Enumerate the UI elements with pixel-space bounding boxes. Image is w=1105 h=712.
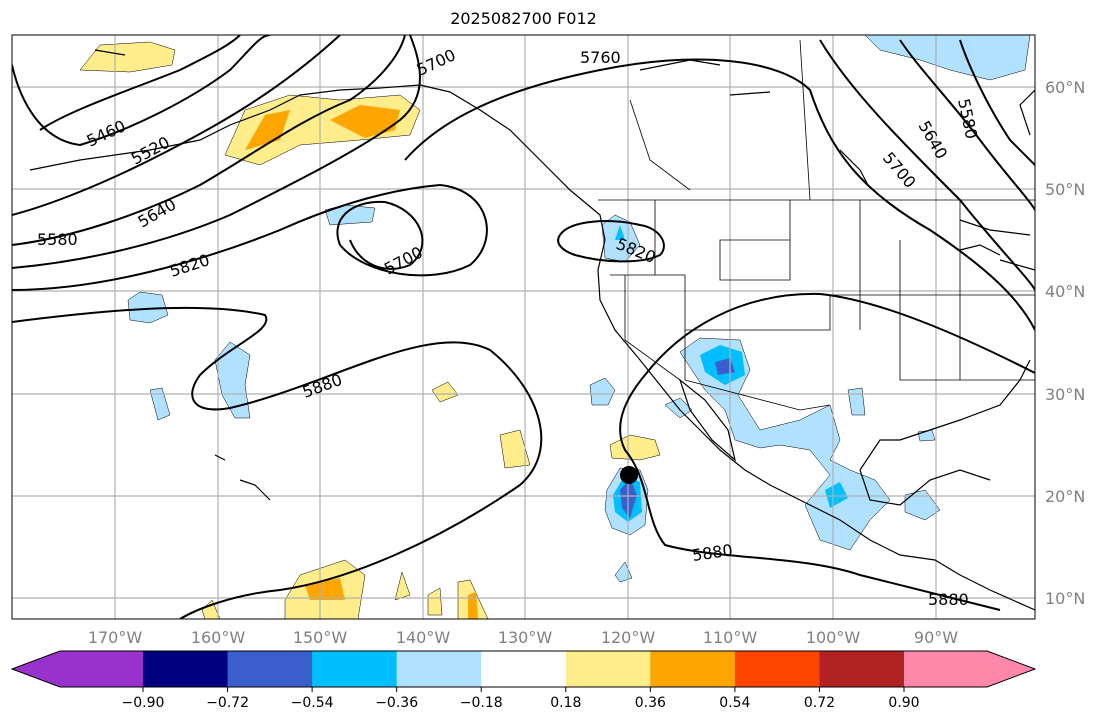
contour-label: 5700 — [414, 45, 459, 79]
lon-label: 150°W — [293, 628, 348, 647]
lon-label: 170°W — [88, 628, 143, 647]
colorbar-tick-label: 0.36 — [635, 695, 666, 711]
colorbar-segment — [227, 651, 313, 687]
contour-label: 5640 — [915, 118, 952, 163]
lat-label: 60°N — [1045, 78, 1085, 97]
lon-label: 140°W — [396, 628, 451, 647]
location-marker — [620, 466, 638, 484]
longitude-labels: 170°W 160°W 150°W 140°W 130°W 120°W 110°… — [88, 628, 958, 647]
precip-fills — [79, 35, 1031, 619]
lat-label: 50°N — [1045, 180, 1085, 199]
colorbar-segment — [12, 651, 143, 687]
colorbar-segment — [904, 651, 1035, 687]
lon-label: 110°W — [703, 628, 758, 647]
contour-label: 5700 — [381, 243, 426, 279]
lon-label: 120°W — [601, 628, 656, 647]
colorbar-segment — [650, 651, 736, 687]
colorbar-tick-label: −0.18 — [460, 695, 503, 711]
colorbar: −0.90 −0.72 −0.54 −0.36 −0.18 0.18 0.36 0.54 0.7… — [10, 650, 1037, 711]
colorbar-segment — [565, 651, 651, 687]
colorbar-tick-label: −0.72 — [206, 695, 249, 711]
contour-label: 5700 — [879, 148, 920, 191]
colorbar-segment — [734, 651, 820, 687]
lat-label: 30°N — [1045, 385, 1085, 404]
colorbar-tick-label: 0.18 — [550, 695, 581, 711]
colorbar-segment — [396, 651, 482, 687]
height-contours — [12, 35, 1035, 619]
lat-label: 40°N — [1045, 282, 1085, 301]
colorbar-segment — [819, 651, 905, 687]
map-frame — [11, 34, 1036, 620]
colorbar-tick-label: −0.36 — [375, 695, 418, 711]
lon-label: 130°W — [498, 628, 553, 647]
contour-label: 5820 — [167, 250, 212, 281]
contour-label: 5760 — [580, 48, 621, 67]
latitude-labels: 60°N 50°N 40°N 30°N 20°N 10°N — [1045, 78, 1085, 608]
lon-label: 100°W — [806, 628, 861, 647]
colorbar-tick-label: −0.90 — [122, 695, 165, 711]
contour-label: 5580 — [37, 230, 78, 249]
map-title: 2025082700 F012 — [450, 9, 597, 28]
graticule — [12, 35, 1035, 619]
lat-label: 20°N — [1045, 487, 1085, 506]
contour-label: 5880 — [300, 370, 345, 402]
colorbar-tick-label: 0.54 — [719, 695, 750, 711]
contour-label: 5460 — [84, 116, 129, 150]
lat-label: 10°N — [1045, 589, 1085, 608]
state-borders — [598, 39, 1035, 411]
colorbar-segment — [143, 651, 229, 687]
colorbar-tick-label: 0.90 — [888, 695, 919, 711]
colorbar-outline — [10, 650, 1037, 688]
colorbar-segment — [312, 651, 398, 687]
lon-label: 90°W — [914, 628, 958, 647]
lon-label: 160°W — [191, 628, 246, 647]
colorbar-segment — [481, 651, 567, 687]
contour-label: 5640 — [135, 195, 180, 232]
contour-label: 5880 — [928, 590, 969, 609]
colorbar-tick-label: 0.72 — [804, 695, 835, 711]
contour-label: 5880 — [691, 540, 734, 564]
contour-label: 5580 — [954, 97, 981, 141]
contour-label: 5520 — [128, 133, 173, 169]
colorbar-tick-label: −0.54 — [291, 695, 334, 711]
coastlines — [29, 49, 1035, 611]
map-area: 5460 5520 5580 5640 5700 5760 5820 5700 … — [12, 35, 1035, 619]
